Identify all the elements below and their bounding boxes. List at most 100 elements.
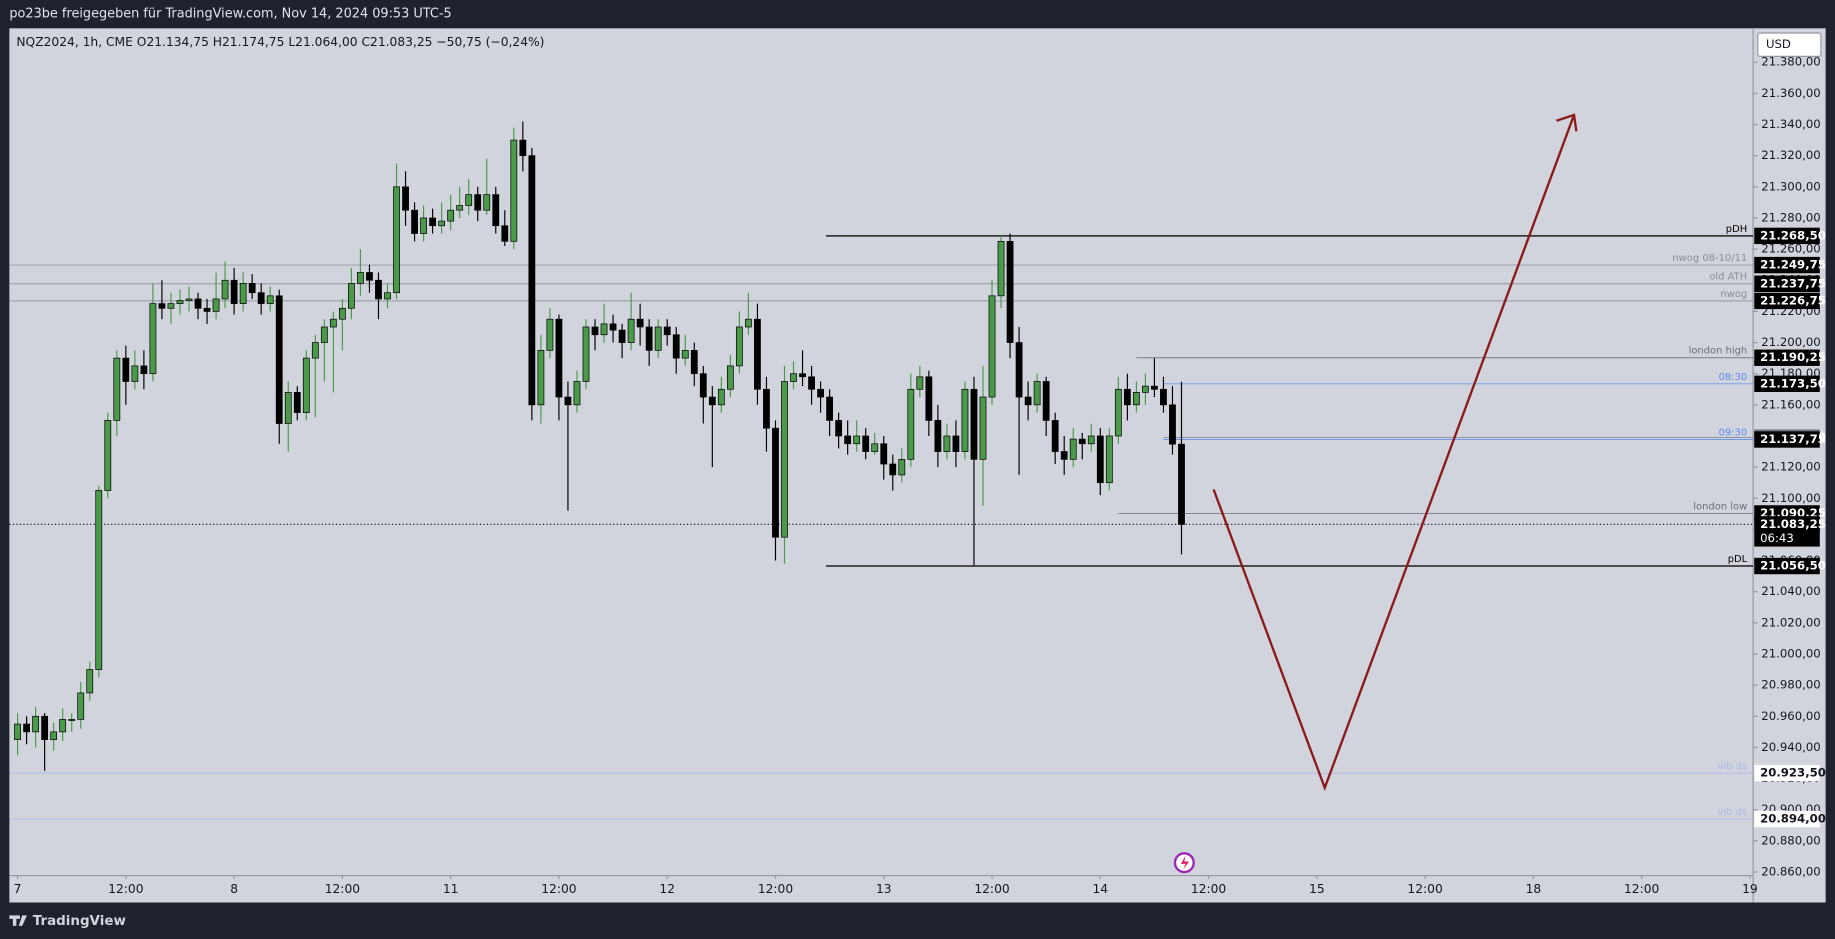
candle-body xyxy=(1142,385,1149,393)
candle-body xyxy=(528,155,536,406)
candle-body xyxy=(790,373,797,382)
candle-body xyxy=(402,186,409,211)
candle-body xyxy=(492,194,500,227)
candle-body xyxy=(366,272,373,281)
candle-body xyxy=(817,388,824,398)
candle-body xyxy=(429,217,437,227)
candle-body xyxy=(979,396,987,460)
price-box xyxy=(1754,810,1820,828)
candle-body xyxy=(799,373,806,378)
candle-body xyxy=(1160,388,1167,406)
candle-body xyxy=(483,194,491,211)
brand: TradingView xyxy=(33,914,126,929)
y-tick-label: 21.380,00 xyxy=(1761,55,1820,69)
candle-body xyxy=(997,240,1005,297)
price-box xyxy=(1754,227,1820,245)
candle-body xyxy=(735,326,743,367)
candle-body xyxy=(871,443,879,452)
candle-body xyxy=(59,719,67,733)
price-box-label: 21.173,50 xyxy=(1760,376,1826,390)
candle-body xyxy=(95,490,103,670)
level-label: 09:30 xyxy=(1719,427,1748,438)
x-tick-label: 12:00 xyxy=(541,882,576,896)
candle-body xyxy=(988,295,996,398)
candle-body xyxy=(1069,438,1077,460)
candle-body xyxy=(221,279,229,300)
candle-body xyxy=(564,396,572,406)
y-tick-label: 21.160,00 xyxy=(1761,397,1820,411)
candle-body xyxy=(1078,438,1086,445)
candle-body xyxy=(230,279,238,304)
price-box-label: 21.056,50 xyxy=(1760,559,1826,573)
level-label: nwog xyxy=(1720,289,1747,300)
candle-body xyxy=(645,326,653,351)
countdown: 06:43 xyxy=(1760,531,1794,545)
candle-body xyxy=(690,349,698,375)
candle-body xyxy=(248,283,256,294)
candle-body xyxy=(708,396,716,406)
y-tick-label: 20.880,00 xyxy=(1761,833,1820,847)
candle-body xyxy=(68,719,76,721)
candle-body xyxy=(681,349,689,359)
candle-body xyxy=(194,298,202,309)
candle-body xyxy=(537,349,545,406)
candle-body xyxy=(745,318,752,328)
arrow-head xyxy=(1556,113,1578,132)
candle-body xyxy=(384,292,391,300)
price-box-label: 21.268,50 xyxy=(1760,228,1826,242)
x-tick-label: 12:00 xyxy=(325,882,360,896)
level-label: 08:30 xyxy=(1719,372,1748,383)
candle-body xyxy=(1123,388,1131,406)
candle-body xyxy=(447,209,455,222)
candle-body xyxy=(862,435,870,452)
y-tick-label: 21.300,00 xyxy=(1761,179,1820,193)
candle-body xyxy=(86,669,94,694)
currency-box[interactable] xyxy=(1757,32,1822,57)
tv-logo xyxy=(9,915,27,926)
candle-body xyxy=(501,225,509,242)
x-tick-label: 12:00 xyxy=(1624,882,1659,896)
header-title: po23be freigegeben für TradingView.com, … xyxy=(9,7,451,22)
candle-body xyxy=(50,731,58,740)
candle-body xyxy=(113,357,121,421)
price-box-label: 21.137,75 xyxy=(1760,432,1826,446)
candle-body xyxy=(925,376,933,421)
candle-body xyxy=(167,303,175,309)
currency[interactable]: USD xyxy=(1766,37,1791,51)
candle-body xyxy=(474,194,482,211)
candle-body xyxy=(1051,420,1059,452)
candle-body xyxy=(149,303,157,375)
candle-body xyxy=(257,292,265,304)
candle-body xyxy=(1178,443,1185,525)
candle-body xyxy=(203,307,211,312)
candle-body xyxy=(781,381,788,538)
candle-body xyxy=(627,318,635,343)
level-label: old ATH xyxy=(1709,272,1747,283)
x-tick-label: 13 xyxy=(876,882,892,896)
candle-body xyxy=(212,298,220,312)
y-tick-label: 21.360,00 xyxy=(1761,86,1820,100)
x-tick-label: 19 xyxy=(1742,882,1758,896)
candle-body xyxy=(591,326,599,336)
candle-body xyxy=(185,298,193,301)
candle-body xyxy=(438,220,446,227)
candle-body xyxy=(158,303,166,309)
candle-body xyxy=(1006,240,1014,343)
candle-body xyxy=(970,388,978,460)
candle-body xyxy=(555,318,563,398)
candle-body xyxy=(1114,388,1122,437)
candle-body xyxy=(844,435,852,445)
price-box-label: 20.923,50 xyxy=(1760,766,1826,780)
price-box xyxy=(1754,557,1820,575)
candle-body xyxy=(411,209,418,234)
x-tick-label: 12:00 xyxy=(1407,882,1442,896)
candle-body xyxy=(357,272,364,284)
candle-body xyxy=(699,373,707,398)
candle-body xyxy=(772,427,779,538)
candle-body xyxy=(302,357,310,413)
y-tick-label: 21.100,00 xyxy=(1761,491,1820,505)
candle-body xyxy=(1033,381,1041,406)
candle-body xyxy=(835,420,843,437)
candle-body xyxy=(934,420,942,452)
